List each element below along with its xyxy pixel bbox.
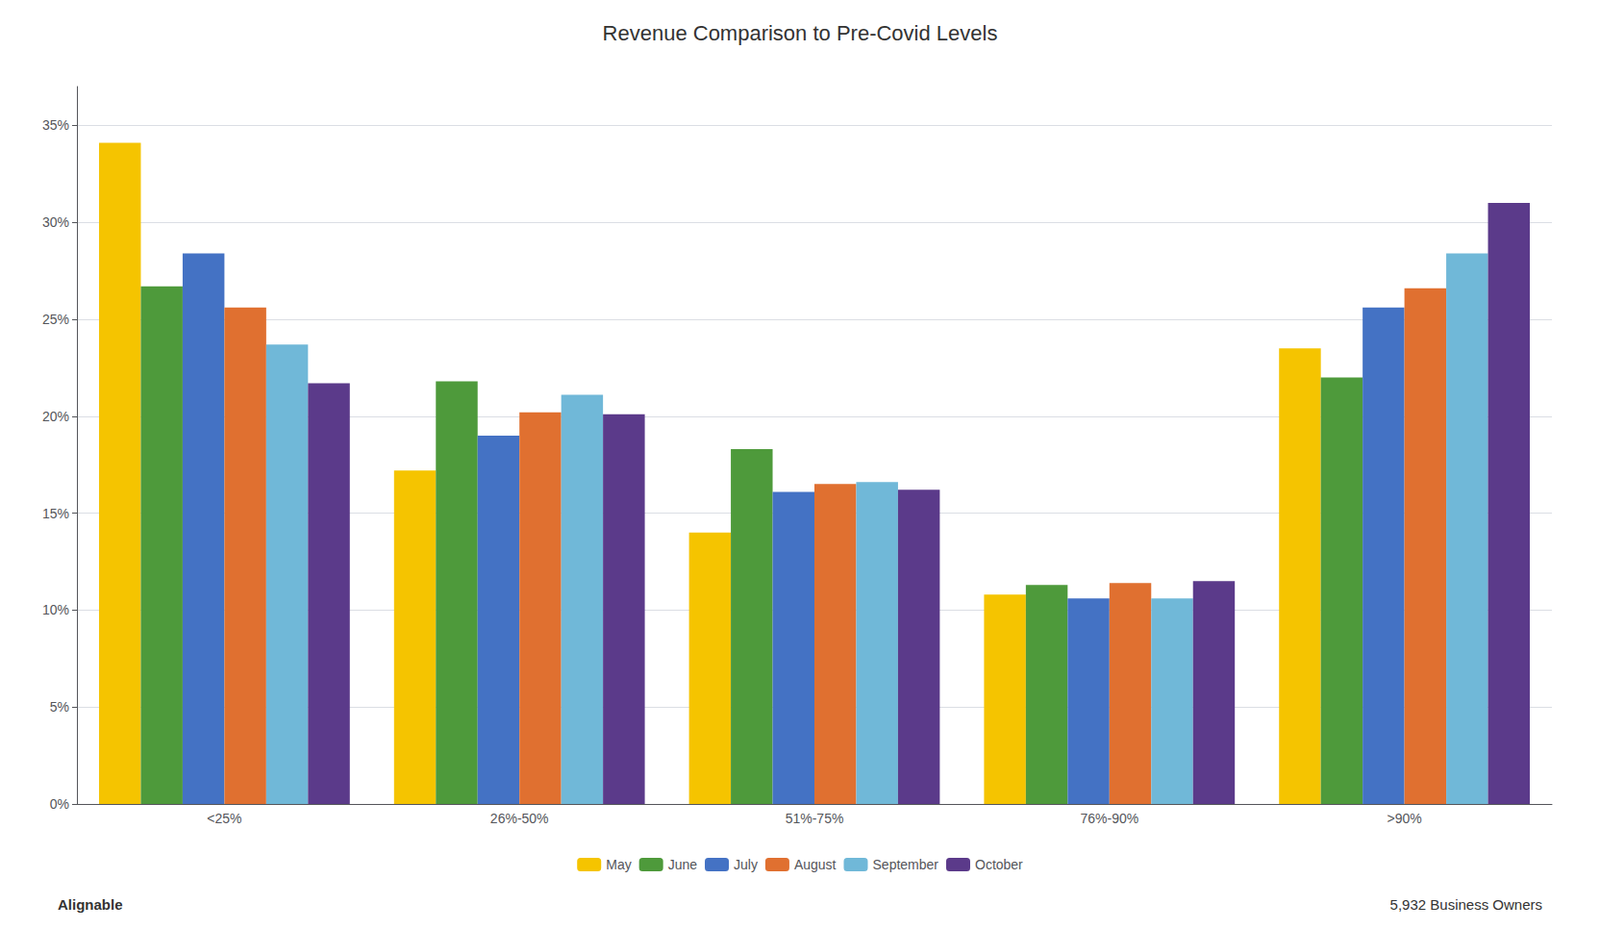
svg-text:30%: 30%	[42, 214, 70, 230]
svg-text:10%: 10%	[42, 601, 70, 618]
svg-text:15%: 15%	[42, 505, 70, 522]
svg-text:Alignable: Alignable	[57, 896, 124, 913]
svg-text:76%-90%: 76%-90%	[1079, 810, 1139, 826]
svg-text:August: August	[794, 856, 837, 873]
svg-text:October: October	[975, 856, 1024, 873]
svg-text:5,932 Business Owners: 5,932 Business Owners	[1390, 896, 1543, 913]
svg-text:June: June	[668, 856, 699, 873]
svg-text:5%: 5%	[50, 699, 70, 715]
svg-text:26%-50%: 26%-50%	[490, 810, 550, 826]
svg-text:July: July	[733, 856, 758, 873]
svg-text:<25%: <25%	[206, 810, 242, 826]
svg-text:25%: 25%	[42, 311, 70, 327]
svg-text:20%: 20%	[42, 408, 70, 425]
svg-text:0%: 0%	[50, 796, 70, 812]
svg-text:35%: 35%	[42, 117, 70, 133]
svg-text:September: September	[873, 856, 940, 873]
svg-text:51%-75%: 51%-75%	[785, 810, 845, 826]
svg-text:>90%: >90%	[1386, 810, 1422, 826]
svg-text:May: May	[605, 856, 631, 873]
svg-text:Revenue Comparison to Pre-Covi: Revenue Comparison to Pre-Covid Levels	[602, 21, 999, 46]
